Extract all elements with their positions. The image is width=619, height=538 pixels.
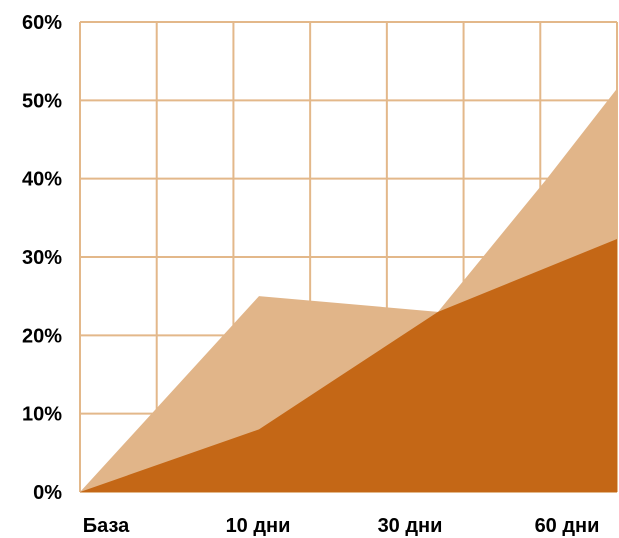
x-tick-label: 60 дни bbox=[535, 515, 600, 537]
y-tick-label: 60% bbox=[22, 12, 62, 34]
y-tick-label: 10% bbox=[22, 404, 62, 426]
y-tick-label: 20% bbox=[22, 325, 62, 347]
x-tick-label: 10 дни bbox=[226, 515, 291, 537]
y-axis-tick-labels: 0% 10% 20% 30% 40% 50% 60% bbox=[22, 12, 62, 504]
y-tick-label: 50% bbox=[22, 90, 62, 112]
area-series-group bbox=[80, 88, 617, 492]
x-axis-tick-labels: База 10 дни 30 дни 60 дни bbox=[83, 515, 600, 537]
area-series-2 bbox=[80, 238, 617, 492]
y-tick-label: 30% bbox=[22, 247, 62, 269]
x-tick-label: 30 дни bbox=[378, 515, 443, 537]
x-tick-label: База bbox=[83, 515, 130, 537]
y-tick-label: 0% bbox=[33, 482, 62, 504]
y-tick-label: 40% bbox=[22, 169, 62, 191]
